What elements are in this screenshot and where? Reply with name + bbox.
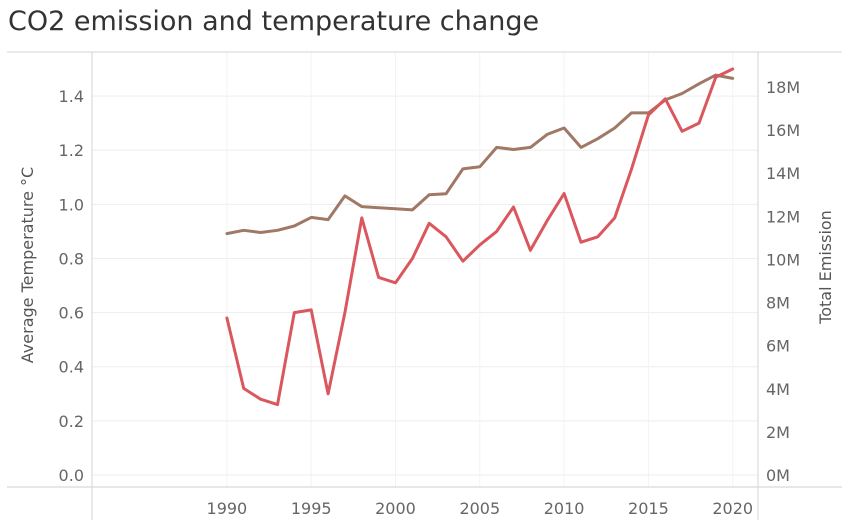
y-left-tick-label: 0.6: [59, 304, 84, 323]
emission-line: [225, 73, 735, 236]
x-tick-label: 2015: [628, 499, 669, 518]
x-tick-label: 2020: [712, 499, 753, 518]
y-right-tick-label: 0M: [766, 466, 790, 485]
y-right-tick-label: 8M: [766, 294, 790, 313]
y-right-tick-label: 10M: [766, 250, 800, 269]
y-right-tick-label: 18M: [766, 78, 800, 97]
y-right-tick-label: 14M: [766, 164, 800, 183]
x-tick-label: 1995: [291, 499, 332, 518]
tick-labels: 0.0 0.2 0.4 0.6 0.8 1.0 1.2 1.4 0M 2M 4M 6M 8M 10M 12M…: [59, 78, 801, 518]
y-left-tick-label: 0.4: [59, 358, 84, 377]
y-left-tick-label: 0.2: [59, 412, 84, 431]
y-right-tick-label: 16M: [766, 121, 800, 140]
temperature-line: [225, 67, 735, 407]
y-left-tick-label: 1.4: [59, 87, 84, 106]
y-left-tick-label: 0.8: [59, 249, 84, 268]
x-tick-label: 1990: [207, 499, 248, 518]
y-left-tick-label: 1.0: [59, 195, 84, 214]
y-axis-right-title: Total Emission: [816, 210, 835, 325]
y-left-tick-label: 1.2: [59, 141, 84, 160]
plot-frame: [7, 51, 842, 520]
x-tick-label: 2000: [375, 499, 416, 518]
y-right-tick-label: 4M: [766, 380, 790, 399]
y-axis-left-title: Average Temperature °C: [18, 167, 37, 363]
x-tick-label: 2010: [544, 499, 585, 518]
series-lines: [225, 67, 735, 407]
x-tick-label: 2005: [459, 499, 500, 518]
y-right-tick-label: 6M: [766, 337, 790, 356]
chart-title: CO2 emission and temperature change: [8, 6, 540, 37]
y-right-tick-label: 2M: [766, 423, 790, 442]
grid: [92, 52, 758, 487]
y-left-tick-label: 0.0: [59, 466, 84, 485]
y-right-tick-label: 12M: [766, 207, 800, 226]
